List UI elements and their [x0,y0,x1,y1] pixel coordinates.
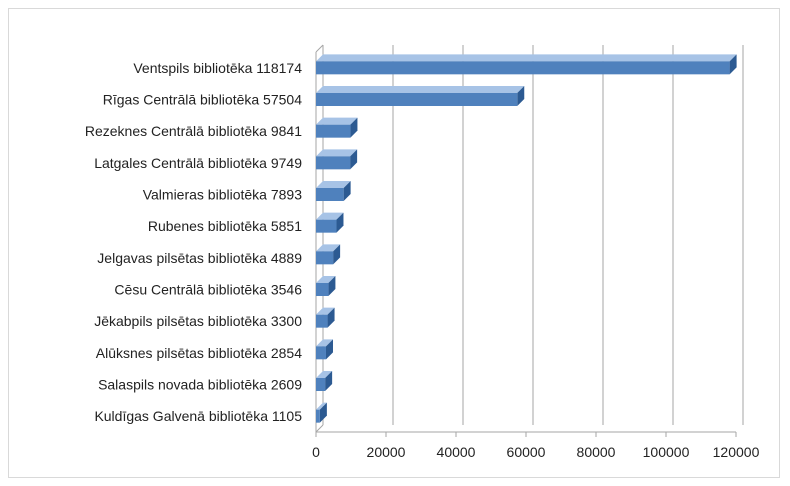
bar [316,346,326,360]
bar-side-face [333,244,341,265]
bar-side-face [328,276,336,296]
bar-side-face [517,86,525,106]
x-tick-label: 100000 [643,444,690,460]
bar [316,378,326,391]
bar-side-face [729,54,737,75]
bar [316,61,730,75]
bar [316,409,320,423]
bar-top-face [316,244,341,252]
x-tick-label: 60000 [507,444,546,460]
bar-top-face [316,402,327,410]
bar-top-face [316,117,358,125]
category-label: Salaspils novada bibliotēka 2609 [98,377,302,393]
category-label: Rezeknes Centrālā bibliotēka 9841 [85,123,302,139]
bar-top-face [316,149,358,157]
bar-top-face [316,307,335,315]
bar-side-face [350,149,358,170]
bar-side-face [325,339,333,360]
bar-side-face [319,402,327,423]
bar-top-face [316,86,525,93]
x-tick-label: 80000 [577,444,616,460]
bar [316,283,329,296]
bar [316,314,328,328]
category-label: Jelgavas pilsētas bibliotēka 4889 [97,250,302,266]
category-label: Rīgas Centrālā bibliotēka 57504 [103,92,302,108]
floor-depth-left [315,424,324,433]
bar [316,219,337,233]
bar [316,93,518,106]
category-label: Valmieras bibliotēka 7893 [143,187,302,203]
bar-top-face [316,339,333,347]
bar [316,251,334,265]
x-tick-label: 20000 [367,444,406,460]
x-tick-label: 120000 [713,444,760,460]
bar-top-face [316,212,344,220]
bar-top-face [316,54,737,62]
bar [316,188,344,201]
category-label: Alūksnes pilsētas bibliotēka 2854 [96,345,302,361]
bar-side-face [343,181,351,201]
category-label: Jēkabpils pilsētas bibliotēka 3300 [94,313,302,329]
bar-top-face [316,371,333,378]
category-label: Rubenes bibliotēka 5851 [148,218,302,234]
bar-top-face [316,181,351,188]
x-tick-label: 40000 [437,444,476,460]
wall-top-edge [315,44,324,53]
bar-side-face [350,117,358,138]
category-label: Cēsu Centrālā bibliotēka 3546 [114,282,302,298]
bar-side-face [327,307,335,328]
bar-side-face [336,212,344,233]
category-label: Latgales Centrālā bibliotēka 9749 [94,155,302,171]
x-tick-label: 0 [312,444,320,460]
bar [316,156,351,170]
bar [316,124,351,138]
bar-side-face [325,371,333,391]
bar-top-face [316,276,336,283]
category-label: Ventspils bibliotēka 118174 [133,60,302,76]
category-label: Kuldīgas Galvenā bibliotēka 1105 [94,408,302,424]
